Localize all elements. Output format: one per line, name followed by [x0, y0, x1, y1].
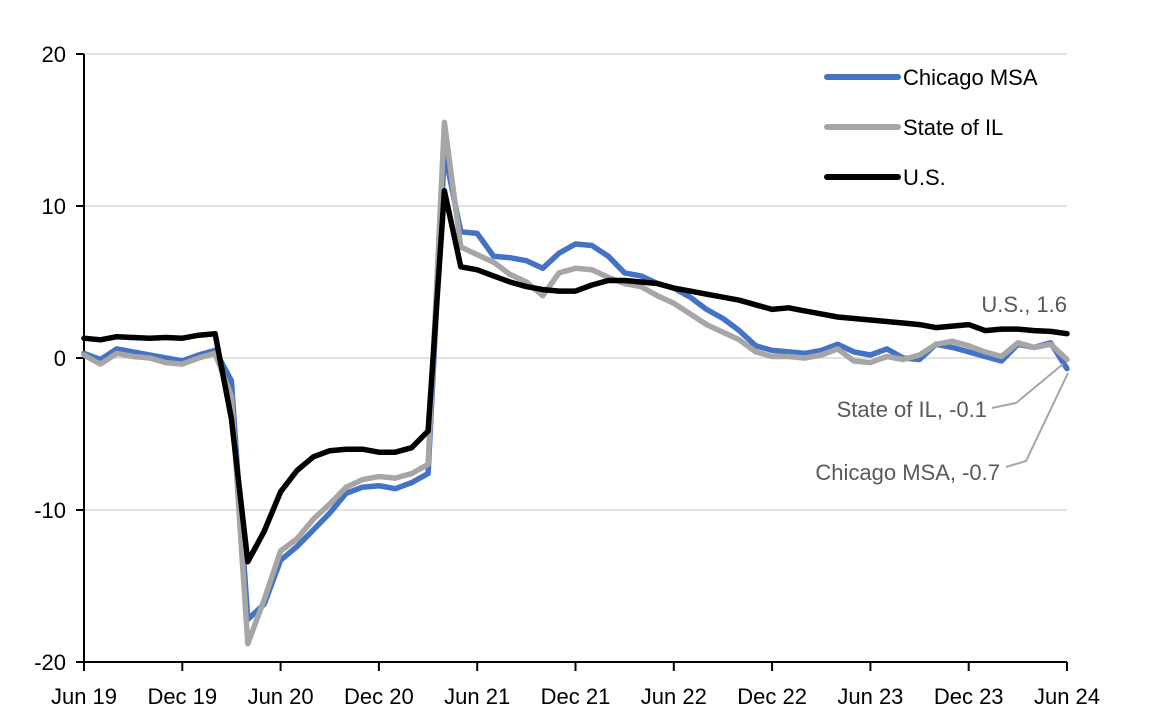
y-tick-label: 0	[54, 346, 66, 371]
legend-entry-u-s[interactable]: U.S.	[824, 165, 946, 190]
gridlines	[84, 53, 1067, 511]
y-tick-label: 10	[42, 194, 66, 219]
series-line-state-of-il	[81, 119, 1070, 647]
chicago-end-label-leader-line	[1005, 372, 1069, 468]
legend: Chicago MSA State of IL U.S.	[824, 65, 1038, 190]
y-tick-label: -10	[34, 498, 66, 523]
series-line-chicago-msa	[81, 148, 1070, 623]
x-tick-label: Jun 23	[837, 684, 903, 709]
axes: 20 10 0 -10 -20 Jun 19 Dec 19 Jun 20 Dec 20 Jun 2…	[34, 42, 1100, 709]
legend-entry-chicago-msa[interactable]: Chicago MSA	[824, 65, 1038, 90]
annotations: U.S., 1.6 State of IL, -0.1 Chicago MSA, -…	[815, 292, 1069, 485]
legend-entry-state-of-il[interactable]: State of IL	[824, 115, 1003, 140]
x-tick-label: Dec 21	[541, 684, 611, 709]
x-tick-label: Jun 21	[444, 684, 510, 709]
x-tick-label: Jun 22	[641, 684, 707, 709]
x-tick-label: Jun 24	[1034, 684, 1100, 709]
chicago-end-label: Chicago MSA, -0.7	[815, 460, 1000, 485]
x-tick-label: Dec 20	[344, 684, 414, 709]
x-tick-label: Dec 19	[147, 684, 217, 709]
x-tick-label: Jun 19	[51, 684, 117, 709]
il-end-label: State of IL, -0.1	[837, 397, 987, 422]
x-tick-label: Dec 22	[737, 684, 807, 709]
x-tick-label: Jun 20	[248, 684, 314, 709]
legend-label: Chicago MSA	[903, 65, 1038, 90]
legend-label: State of IL	[903, 115, 1003, 140]
y-tick-label: -20	[34, 650, 66, 675]
il-end-label-leader-line	[991, 363, 1064, 409]
series-line-u-s	[81, 188, 1070, 565]
legend-label: U.S.	[903, 165, 946, 190]
y-tick-label: 20	[42, 42, 66, 67]
us-end-label: U.S., 1.6	[981, 292, 1067, 317]
series-lines	[81, 119, 1070, 647]
x-tick-label: Dec 23	[934, 684, 1004, 709]
